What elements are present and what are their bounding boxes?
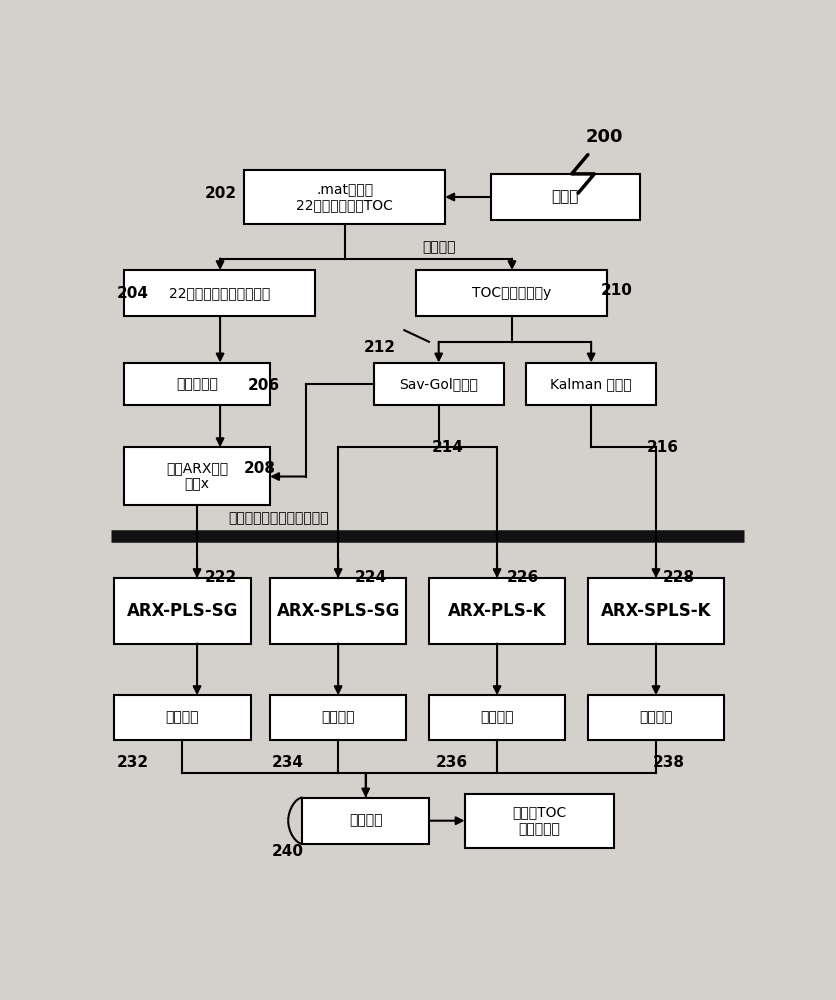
Text: 232: 232 xyxy=(116,755,148,770)
Text: 212: 212 xyxy=(364,340,395,355)
Text: 240: 240 xyxy=(272,844,303,859)
FancyBboxPatch shape xyxy=(124,447,270,505)
FancyBboxPatch shape xyxy=(270,695,405,740)
FancyBboxPatch shape xyxy=(302,798,429,844)
Text: 234: 234 xyxy=(272,755,303,770)
Text: 226: 226 xyxy=(507,570,538,585)
Text: TOC値作为输出y: TOC値作为输出y xyxy=(472,286,551,300)
Text: ARX-SPLS-SG: ARX-SPLS-SG xyxy=(276,602,400,620)
Text: 处理缺失値: 处理缺失値 xyxy=(176,377,217,391)
FancyBboxPatch shape xyxy=(587,578,723,644)
Text: 222: 222 xyxy=(205,570,237,585)
FancyBboxPatch shape xyxy=(124,270,315,316)
FancyBboxPatch shape xyxy=(587,695,723,740)
FancyBboxPatch shape xyxy=(115,695,250,740)
Text: 偏差更新: 偏差更新 xyxy=(321,711,354,725)
FancyBboxPatch shape xyxy=(490,174,639,220)
Text: 模型融合: 模型融合 xyxy=(349,814,382,828)
Text: .mat文件，
22个过程参数和TOC: .mat文件， 22个过程参数和TOC xyxy=(296,182,393,212)
Text: 采用ARX结构
输入x: 采用ARX结构 输入x xyxy=(166,461,228,491)
Text: 22个过程参数的数据对准: 22个过程参数的数据对准 xyxy=(169,286,270,300)
Text: 206: 206 xyxy=(247,378,279,393)
FancyBboxPatch shape xyxy=(115,578,250,644)
Text: 偏差更新: 偏差更新 xyxy=(639,711,672,725)
Text: 208: 208 xyxy=(244,461,276,476)
Text: 数据提取: 数据提取 xyxy=(422,240,456,254)
Text: 数据库: 数据库 xyxy=(551,190,579,205)
Text: 出水中TOC
的预测结果: 出水中TOC 的预测结果 xyxy=(512,806,566,836)
Text: Kalman 滤波器: Kalman 滤波器 xyxy=(549,377,631,391)
FancyBboxPatch shape xyxy=(270,578,405,644)
Text: 200: 200 xyxy=(584,128,622,146)
Text: Sav-Gol滤波器: Sav-Gol滤波器 xyxy=(399,377,477,391)
FancyBboxPatch shape xyxy=(415,270,607,316)
FancyBboxPatch shape xyxy=(374,363,503,405)
FancyBboxPatch shape xyxy=(244,170,445,224)
Text: 210: 210 xyxy=(600,283,632,298)
Text: 202: 202 xyxy=(205,186,237,201)
Text: 214: 214 xyxy=(431,440,463,455)
Text: ARX-PLS-SG: ARX-PLS-SG xyxy=(126,602,238,620)
Text: ARX-SPLS-K: ARX-SPLS-K xyxy=(600,602,711,620)
Text: 204: 204 xyxy=(116,286,148,301)
Text: 228: 228 xyxy=(662,570,694,585)
Text: 238: 238 xyxy=(652,755,684,770)
Text: ARX-PLS-K: ARX-PLS-K xyxy=(447,602,546,620)
Text: 224: 224 xyxy=(354,570,386,585)
FancyBboxPatch shape xyxy=(429,695,564,740)
Text: 偏差更新: 偏差更新 xyxy=(166,711,199,725)
Text: 236: 236 xyxy=(435,755,467,770)
Text: 偏差更新: 偏差更新 xyxy=(480,711,513,725)
Text: 216: 216 xyxy=(645,440,677,455)
FancyBboxPatch shape xyxy=(124,363,270,405)
FancyBboxPatch shape xyxy=(464,794,613,848)
FancyBboxPatch shape xyxy=(526,363,655,405)
Text: 开发软传感器的输入和输出: 开发软传感器的输入和输出 xyxy=(227,511,328,525)
FancyBboxPatch shape xyxy=(429,578,564,644)
